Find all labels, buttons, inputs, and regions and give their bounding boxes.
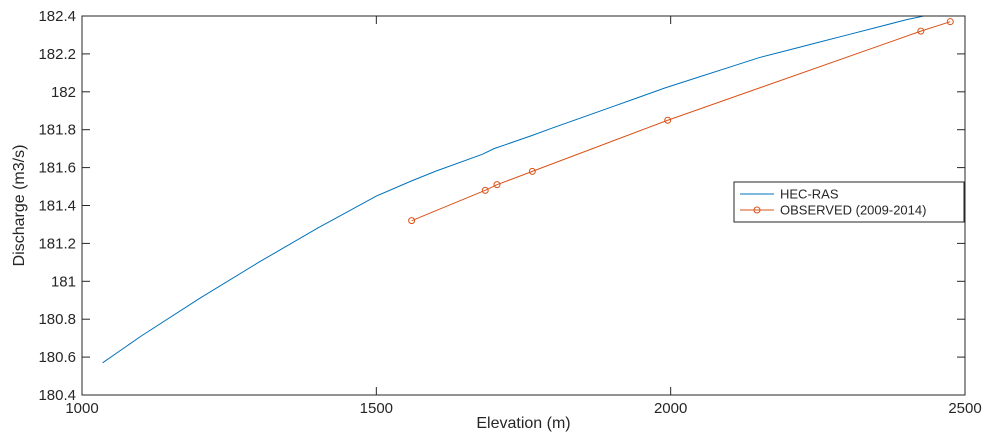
legend: HEC-RAS OBSERVED (2009-2014)	[733, 181, 965, 223]
y-tick-label: 181	[51, 273, 76, 290]
y-tick-label: 180.4	[38, 387, 76, 404]
data-point-observed-2009-2014	[528, 167, 536, 175]
x-tick-label: 1500	[360, 400, 393, 417]
data-point-observed-2009-2014	[408, 217, 416, 225]
data-point-observed-2009-2014	[917, 27, 925, 35]
data-point-observed-2009-2014	[493, 181, 501, 189]
legend-marker-observed	[753, 206, 761, 214]
y-tick-label: 181.2	[38, 235, 76, 252]
y-tick-label: 180.8	[38, 311, 76, 328]
legend-label-hec-ras: HEC-RAS	[780, 187, 839, 202]
y-tick-label: 181.4	[38, 198, 76, 215]
y-tick-label: 182.4	[38, 8, 76, 25]
data-point-observed-2009-2014	[481, 186, 489, 194]
x-axis-ticks: 1000 1500 2000 2500	[65, 16, 982, 417]
series-line-observed-2009-2014	[411, 21, 951, 222]
y-tick-label: 181.6	[38, 160, 76, 177]
x-tick-label: 2500	[948, 400, 981, 417]
x-tick-label: 1000	[65, 400, 98, 417]
y-tick-label: 182	[51, 84, 76, 101]
y-axis-ticks: 180.4 180.6 180.8 181 181.2 181.4 181.6 181.8 18…	[38, 8, 965, 404]
legend-label-observed: OBSERVED (2009-2014)	[780, 203, 926, 218]
y-tick-label: 180.6	[38, 349, 76, 366]
series-layer	[102, 16, 954, 364]
x-tick-label: 2000	[654, 400, 687, 417]
y-tick-label: 181.8	[38, 122, 76, 139]
series-line-hec-ras	[102, 16, 926, 364]
data-point-observed-2009-2014	[664, 116, 672, 124]
data-point-observed-2009-2014	[946, 18, 954, 26]
y-tick-label: 182.2	[38, 46, 76, 63]
legend-box	[733, 181, 965, 223]
y-axis-label: Discharge (m3/s)	[11, 145, 28, 267]
x-axis-label: Elevation (m)	[476, 415, 570, 432]
